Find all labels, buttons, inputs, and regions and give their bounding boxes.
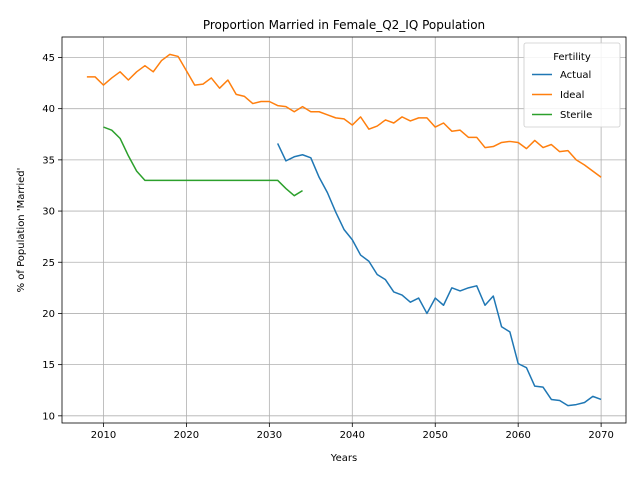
legend-entry-actual: Actual xyxy=(560,70,591,81)
y-tick-label: 35 xyxy=(42,155,55,166)
series-line-sterile xyxy=(103,126,303,197)
legend-entry-sterile: Sterile xyxy=(560,110,592,121)
y-tick-label: 30 xyxy=(42,207,55,218)
x-tick-label: 2010 xyxy=(91,430,116,441)
y-tick-label: 20 xyxy=(42,309,55,320)
series-line-actual xyxy=(276,143,602,407)
legend-title: Fertility xyxy=(553,52,591,63)
legend-box xyxy=(523,42,621,128)
series-lines xyxy=(86,53,602,407)
x-tick-label: 2040 xyxy=(340,430,365,441)
y-tick-label: 10 xyxy=(42,411,55,422)
x-axis-label: Years xyxy=(330,453,357,464)
x-tick-label: 2050 xyxy=(423,430,448,441)
y-tick-label: 15 xyxy=(42,360,55,371)
x-tick-label: 2020 xyxy=(174,430,199,441)
x-tick-label: 2060 xyxy=(505,430,530,441)
y-axis-ticks: 10 15 20 25 30 35 40 45 xyxy=(42,53,62,422)
y-axis-label: % of Population 'Married' xyxy=(16,168,27,293)
y-tick-label: 40 xyxy=(42,104,55,115)
series-line-ideal xyxy=(86,53,602,178)
y-tick-label: 25 xyxy=(42,258,55,269)
x-tick-label: 2030 xyxy=(257,430,282,441)
y-tick-label: 45 xyxy=(42,53,55,64)
chart-title: Proportion Married in Female_Q2_IQ Popul… xyxy=(203,18,485,32)
legend: Fertility Actual Ideal Sterile xyxy=(523,42,621,128)
x-axis-ticks: 2010 2020 2030 2040 2050 2060 2070 xyxy=(91,423,614,441)
x-tick-label: 2070 xyxy=(588,430,613,441)
plot-frame xyxy=(61,36,627,424)
legend-entry-ideal: Ideal xyxy=(560,90,584,101)
